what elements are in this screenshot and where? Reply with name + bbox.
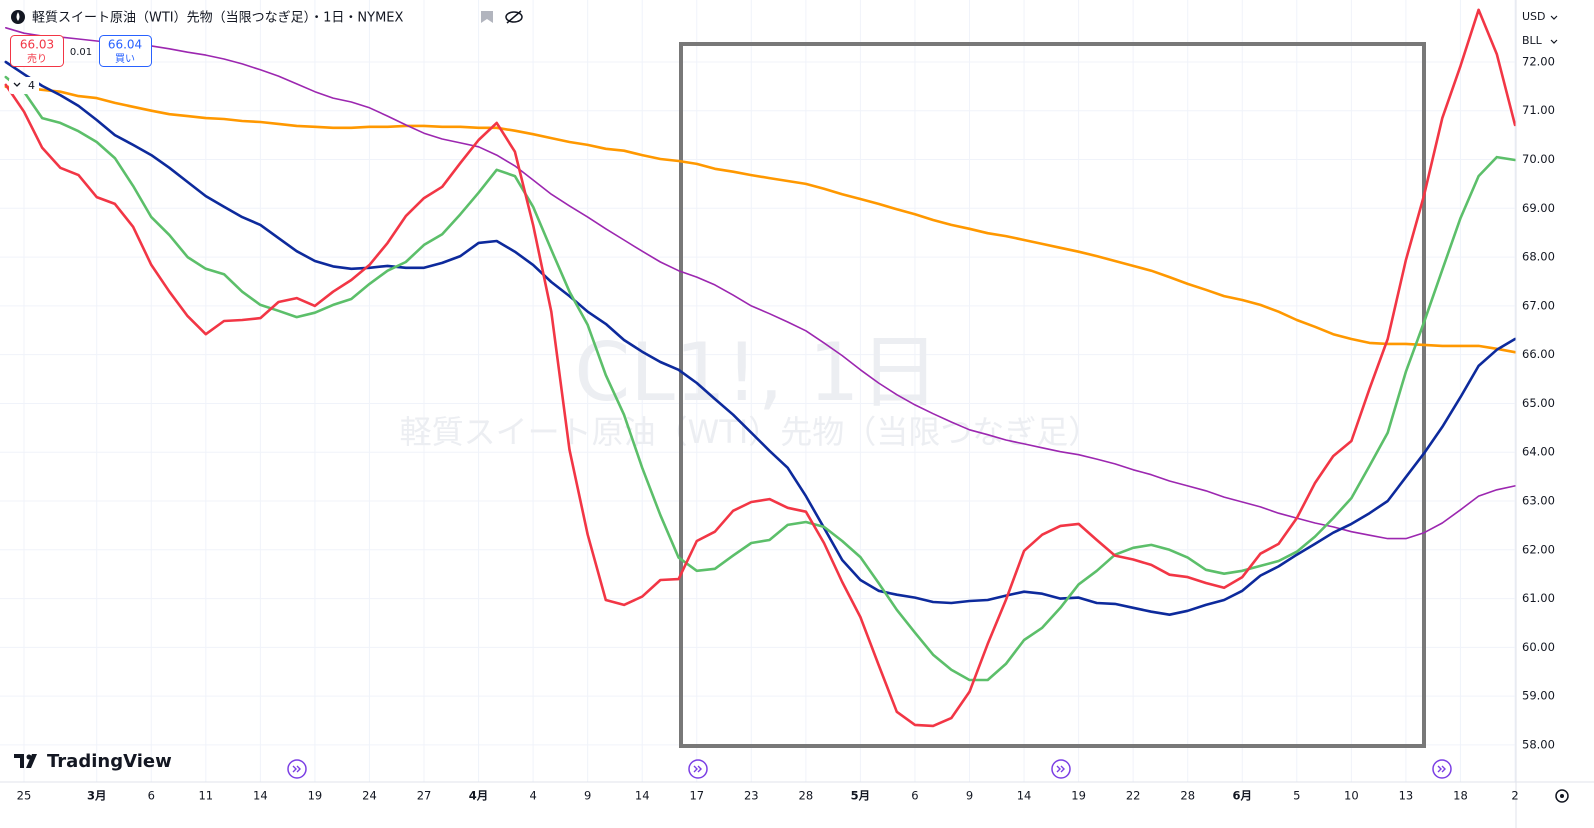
event-marker[interactable] bbox=[1051, 759, 1071, 779]
event-marker[interactable] bbox=[688, 759, 708, 779]
y-tick-label: 63.00 bbox=[1522, 494, 1555, 508]
event-marker[interactable] bbox=[287, 759, 307, 779]
series-line bbox=[4, 8, 1516, 728]
x-tick-label: 22 bbox=[1126, 789, 1141, 803]
y-tick-label: 70.00 bbox=[1522, 152, 1555, 166]
event-arrow bbox=[292, 765, 301, 773]
sell-label: 売り bbox=[27, 52, 47, 65]
x-tick-label: 28 bbox=[1180, 789, 1195, 803]
settings-dot bbox=[1560, 794, 1564, 798]
chevron bbox=[1550, 15, 1558, 20]
y-tick-label: 60.00 bbox=[1522, 640, 1555, 654]
x-tick-label: 6 bbox=[148, 789, 155, 803]
unit[interactable]: BLL bbox=[1522, 34, 1543, 47]
buy-price: 66.04 bbox=[108, 38, 142, 52]
buy-button[interactable] bbox=[99, 35, 152, 67]
x-tick-label: 6 bbox=[911, 789, 918, 803]
chevron bbox=[13, 82, 21, 87]
currency[interactable]: USD bbox=[1522, 10, 1546, 23]
event-arrows bbox=[292, 765, 1446, 773]
series-line bbox=[4, 75, 1516, 682]
y-tick-label: 72.00 bbox=[1522, 54, 1555, 68]
series-line bbox=[4, 60, 1516, 616]
series-lines bbox=[4, 8, 1516, 728]
spread: 0.01 bbox=[70, 47, 92, 58]
y-tick-label: 65.00 bbox=[1522, 396, 1555, 410]
y-tick-label: 69.00 bbox=[1522, 201, 1555, 215]
x-tick-label: 5月 bbox=[851, 789, 871, 803]
event-marker[interactable] bbox=[1432, 759, 1452, 779]
x-tick-label: 18 bbox=[1453, 789, 1468, 803]
x-tick-label: 4 bbox=[529, 789, 536, 803]
grid bbox=[0, 0, 1516, 782]
x-tick-label: 6月 bbox=[1232, 789, 1252, 803]
x-tick-label: 25 bbox=[17, 789, 32, 803]
x-tick-label: 19 bbox=[1071, 789, 1086, 803]
oil-drop bbox=[16, 12, 20, 21]
buy-label: 買い bbox=[115, 53, 135, 65]
settings-button[interactable] bbox=[1555, 789, 1569, 803]
indicators-count: 4 bbox=[28, 79, 35, 92]
watermark-symbol: CL1!, 1日 bbox=[574, 326, 939, 419]
event-arrow bbox=[693, 765, 702, 773]
series-line bbox=[4, 85, 1516, 354]
hide-icon-slash bbox=[506, 10, 522, 24]
annotation-rectangle[interactable] bbox=[679, 42, 1426, 748]
x-tick-label: 5 bbox=[1293, 789, 1300, 803]
hide-icon[interactable] bbox=[505, 11, 523, 23]
x-tick-label: 24 bbox=[362, 789, 377, 803]
x-tick-label: 3月 bbox=[87, 789, 107, 803]
x-tick-label: 27 bbox=[417, 789, 432, 803]
chevron bbox=[1550, 39, 1558, 44]
x-tick-label: 19 bbox=[308, 789, 323, 803]
x-tick-label: 14 bbox=[1017, 789, 1032, 803]
sell-price: 66.03 bbox=[20, 38, 54, 52]
x-tick-label: 9 bbox=[966, 789, 973, 803]
y-tick-label: 71.00 bbox=[1522, 103, 1555, 117]
y-tick-label: 67.00 bbox=[1522, 298, 1555, 312]
logo-text[interactable]: TradingView bbox=[47, 751, 172, 772]
y-tick-label: 61.00 bbox=[1522, 591, 1555, 605]
flag-icon[interactable] bbox=[481, 11, 493, 23]
x-tick-label: 4月 bbox=[469, 789, 489, 803]
x-tick-label: 28 bbox=[799, 789, 814, 803]
y-tick-label: 58.00 bbox=[1522, 737, 1555, 751]
x-tick-label: 14 bbox=[635, 789, 650, 803]
y-tick-label: 59.00 bbox=[1522, 689, 1555, 703]
x-tick-label: 13 bbox=[1399, 789, 1414, 803]
y-tick-label: 62.00 bbox=[1522, 542, 1555, 556]
event-arrow bbox=[1056, 765, 1065, 773]
series-line bbox=[5, 27, 1516, 540]
sell-button[interactable] bbox=[10, 35, 64, 67]
symbol-title[interactable]: 軽質スイート原油（WTI）先物（当限つなぎ足）・1日・NYMEX bbox=[32, 11, 403, 26]
event-markers bbox=[287, 759, 1452, 779]
axes: 58.00 59.00 60.00 61.00 62.00 63.00 64.00 65.00… bbox=[17, 54, 1555, 802]
y-tick-label: 68.00 bbox=[1522, 250, 1555, 264]
x-tick-label: 2 bbox=[1511, 789, 1518, 803]
x-tick-label: 10 bbox=[1344, 789, 1359, 803]
event-arrow bbox=[1437, 765, 1446, 773]
x-tick-label: 11 bbox=[198, 789, 213, 803]
logo-dot bbox=[26, 754, 32, 760]
indicators-toggle[interactable] bbox=[9, 77, 39, 94]
x-tick-label: 17 bbox=[689, 789, 704, 803]
x-tick-label: 14 bbox=[253, 789, 268, 803]
logo-icon[interactable] bbox=[14, 754, 37, 768]
x-tick-label: 9 bbox=[584, 789, 591, 803]
y-tick-label: 64.00 bbox=[1522, 445, 1555, 459]
x-tick-label: 23 bbox=[744, 789, 759, 803]
y-tick-label: 66.00 bbox=[1522, 347, 1555, 361]
